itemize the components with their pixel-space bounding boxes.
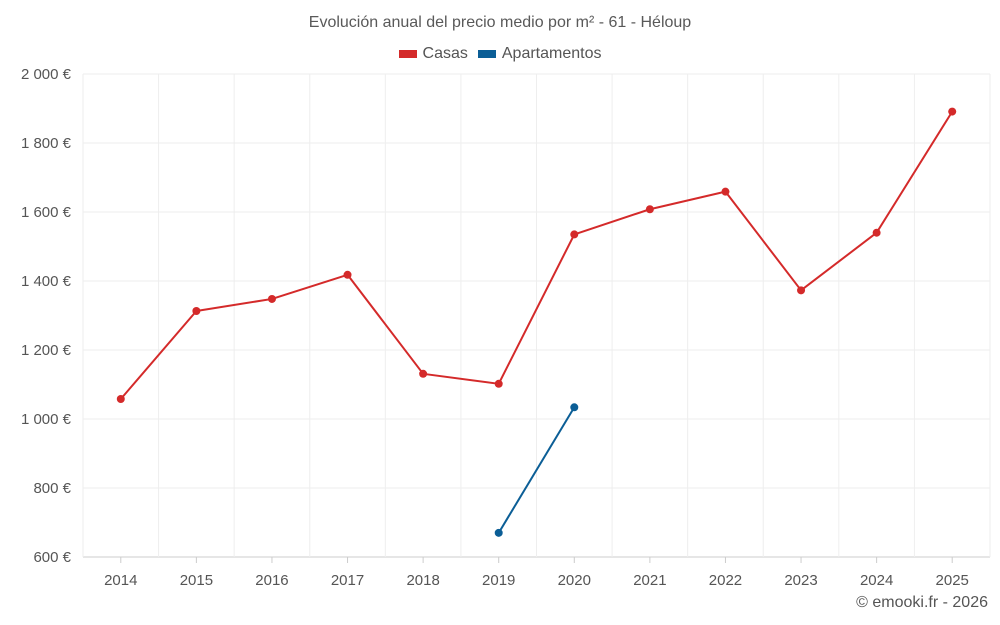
- data-point-casas[interactable]: [419, 369, 428, 378]
- chart-title: Evolución anual del precio medio por m² …: [308, 14, 692, 31]
- x-tick-label: 2019: [482, 572, 515, 589]
- x-tick-label: 2022: [709, 572, 742, 589]
- legend-label-casas: Casas: [422, 45, 468, 62]
- y-tick-label: 1 000 €: [21, 411, 72, 428]
- x-tick-label: 2024: [860, 572, 893, 589]
- legend-swatch-casas: [398, 50, 417, 58]
- legend-swatch-apartamentos: [477, 50, 496, 58]
- data-point-casas[interactable]: [797, 286, 806, 295]
- y-tick-label: 600 €: [33, 549, 71, 566]
- y-tick-label: 1 600 €: [21, 204, 72, 221]
- data-point-casas[interactable]: [192, 307, 201, 316]
- y-tick-label: 1 800 €: [21, 135, 72, 152]
- data-point-apartamentos[interactable]: [494, 528, 503, 537]
- data-point-casas[interactable]: [343, 270, 352, 279]
- y-tick-label: 800 €: [33, 480, 71, 497]
- series-line-apartamentos: [497, 406, 576, 534]
- legend-item-casas[interactable]: Casas: [398, 45, 468, 63]
- data-point-apartamentos[interactable]: [570, 403, 579, 412]
- series-line-casas: [120, 111, 954, 400]
- x-tick-label: 2025: [936, 572, 969, 589]
- data-point-casas[interactable]: [267, 294, 276, 303]
- data-point-casas[interactable]: [494, 379, 503, 388]
- x-tick-label: 2020: [558, 572, 591, 589]
- x-tick-label: 2023: [784, 572, 817, 589]
- y-tick-label: 1 400 €: [21, 273, 72, 290]
- y-tick-label: 1 200 €: [21, 342, 72, 359]
- x-tick-label: 2016: [255, 572, 288, 589]
- legend-item-apartamentos[interactable]: Apartamentos: [477, 45, 602, 63]
- x-tick-label: 2021: [633, 572, 666, 589]
- copyright-footer: © emooki.fr - 2026: [856, 594, 988, 611]
- data-point-casas[interactable]: [645, 205, 654, 214]
- x-tick-label: 2014: [104, 572, 137, 589]
- y-tick-label: 2 000 €: [21, 66, 72, 83]
- data-point-casas[interactable]: [948, 107, 957, 116]
- data-point-casas[interactable]: [872, 228, 881, 237]
- x-tick-label: 2018: [406, 572, 439, 589]
- x-tick-label: 2017: [331, 572, 364, 589]
- data-point-casas[interactable]: [721, 187, 730, 196]
- legend-label-apartamentos: Apartamentos: [501, 45, 602, 62]
- data-point-casas[interactable]: [570, 230, 579, 239]
- x-tick-label: 2015: [180, 572, 213, 589]
- data-point-casas[interactable]: [116, 394, 125, 403]
- legend: Casas Apartamentos: [0, 45, 1000, 63]
